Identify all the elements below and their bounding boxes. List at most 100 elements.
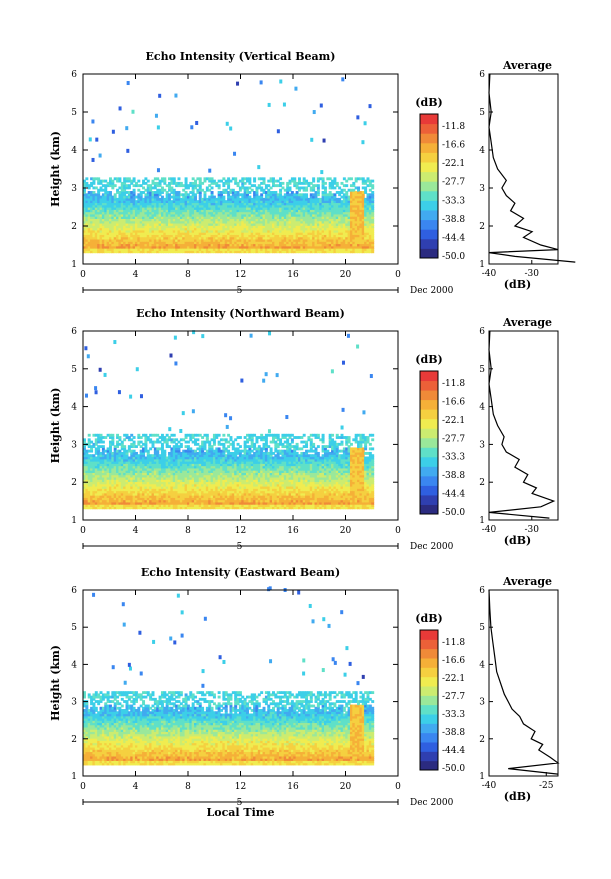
heatmap-cell <box>248 177 251 180</box>
x-tick-label: 0 <box>395 270 401 280</box>
heatmap-field <box>83 77 374 253</box>
colorbar-segment <box>420 200 438 210</box>
panel-1: Echo Intensity (Vertical Beam)123456Heig… <box>49 50 575 296</box>
date-label: Dec 2000 <box>410 286 454 296</box>
heatmap-cell <box>133 436 136 439</box>
heatmap-cell <box>125 126 128 130</box>
heatmap-cell <box>133 177 136 180</box>
heatmap-cell <box>85 177 88 180</box>
heatmap-cell <box>263 177 266 180</box>
heatmap-cell <box>118 177 121 180</box>
heatmap-cell <box>155 114 158 118</box>
colorbar-segment <box>420 143 438 153</box>
colorbar-segment <box>420 124 438 134</box>
heatmap-cell <box>88 434 91 437</box>
heatmap-cell <box>364 121 367 125</box>
heatmap-cell <box>281 182 284 185</box>
heatmap-cell <box>369 104 372 108</box>
average-x-axis-label: (dB) <box>504 278 531 291</box>
date-center-label: 5 <box>237 286 243 296</box>
heatmap-cell <box>279 177 282 180</box>
heatmap-cell <box>119 106 122 110</box>
colorbar-tick-label: -50.0 <box>442 252 465 262</box>
x-tick-label: 4 <box>133 270 139 280</box>
heatmap-cell <box>199 177 202 180</box>
colorbar-tick-label: -16.6 <box>442 141 465 151</box>
heatmap-cell <box>131 110 134 114</box>
heatmap-cell <box>99 154 102 158</box>
heatmap-cell <box>185 177 188 180</box>
average-y-tick-label: 6 <box>479 70 485 80</box>
y-tick-label: 5 <box>71 108 77 118</box>
panel-title: Echo Intensity (Vertical Beam) <box>145 50 335 63</box>
heatmap-cell <box>91 119 94 123</box>
heatmap-cell <box>114 184 117 187</box>
heatmap-cell <box>157 168 160 172</box>
heatmap-cell <box>356 115 359 119</box>
heatmap-cell <box>236 82 239 86</box>
heatmap-cell <box>95 138 98 142</box>
x-tick-label: 0 <box>80 270 86 280</box>
x-tick-label: 8 <box>185 270 191 280</box>
heatmap-cell <box>112 130 115 134</box>
heatmap-cell <box>317 184 320 187</box>
average-y-tick-label: 4 <box>479 146 485 156</box>
colorbar-segment <box>420 210 438 220</box>
colorbar-segment <box>420 248 438 258</box>
colorbar-tick-label: -44.4 <box>442 233 465 243</box>
panel-2: Echo Intensity (Northward Beam)123456Hei… <box>49 307 558 552</box>
heatmap-cell <box>253 177 256 180</box>
heatmap-cell <box>109 191 112 194</box>
colorbar-tick-label: -33.3 <box>442 196 465 206</box>
heatmap-cell <box>268 103 271 107</box>
heatmap-cell <box>310 138 313 142</box>
heatmap-cell <box>233 152 236 156</box>
heatmap-cell <box>102 445 105 448</box>
colorbar-segment <box>420 162 438 172</box>
heatmap-cell <box>190 125 193 129</box>
heatmap-cell <box>361 140 364 144</box>
heatmap-cell <box>137 180 140 183</box>
heatmap-cell <box>257 165 260 169</box>
heatmap-cell <box>260 80 263 84</box>
y-tick-label: 1 <box>71 260 77 270</box>
heatmap-cell <box>123 445 126 448</box>
heatmap-cell <box>211 191 214 194</box>
heatmap-cell <box>127 81 130 85</box>
heatmap-cell <box>341 77 344 81</box>
heatmap-cell <box>163 450 166 453</box>
heatmap-cell <box>277 129 280 133</box>
colorbar-segment <box>420 152 438 162</box>
colorbar-segment <box>420 133 438 143</box>
heatmap-cell <box>305 193 308 196</box>
y-tick-label: 4 <box>71 146 77 156</box>
heatmap-cell <box>324 186 327 189</box>
average-title: Average <box>502 59 552 72</box>
heatmap-cell <box>336 182 339 185</box>
heatmap-cell <box>229 127 232 131</box>
heatmap-cell <box>118 436 121 439</box>
y-axis-label: Height (km) <box>49 131 62 207</box>
heatmap-cell <box>371 191 374 194</box>
heatmap-cell <box>158 94 161 98</box>
average-x-tick-label: -40 <box>482 269 497 279</box>
heatmap-cell <box>173 177 176 180</box>
heatmap-cell <box>313 110 316 114</box>
heatmap-cell <box>371 184 374 187</box>
heatmap-cell <box>320 170 323 174</box>
heatmap-cell <box>333 177 336 180</box>
average-profile-line <box>489 74 575 262</box>
average-frame <box>489 74 558 264</box>
colorbar-segment <box>420 229 438 239</box>
heatmap-cell <box>111 434 114 437</box>
heatmap-cell <box>234 177 237 180</box>
heatmap-cell <box>293 177 296 180</box>
colorbar-segment <box>420 191 438 201</box>
colorbar-tick-label: -11.8 <box>442 122 465 132</box>
heatmap-field <box>83 330 374 509</box>
colorbar-segment <box>420 220 438 230</box>
heatmap-cell <box>289 186 292 189</box>
heatmap-cell <box>322 177 325 180</box>
heatmap-cell <box>324 182 327 185</box>
